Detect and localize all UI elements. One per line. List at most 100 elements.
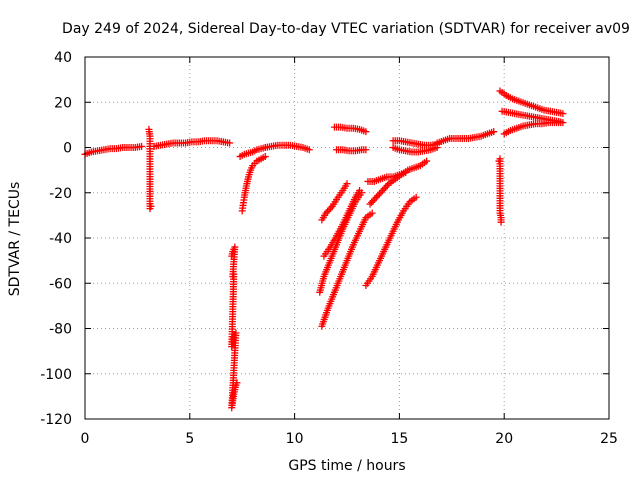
y-tick-label: 20 (54, 95, 72, 111)
data-point-trace (406, 139, 414, 147)
data-point-trace (475, 133, 483, 141)
data-point-trace (469, 134, 477, 142)
series-rise-e (362, 193, 420, 290)
y-tick-label: -60 (49, 276, 72, 292)
data-point-trace (392, 220, 400, 228)
series-rise-c (316, 189, 366, 296)
series-dip-15-17h (389, 144, 441, 156)
data-point-trace (519, 99, 527, 107)
data-point-trace (437, 137, 445, 145)
data-point-trace (368, 198, 376, 206)
data-point-trace (342, 182, 350, 190)
data-point-trace (551, 108, 559, 116)
data-point-trace (511, 125, 519, 133)
data-point-trace (297, 143, 305, 151)
x-tick-label: 20 (495, 431, 513, 447)
x-tick-label: 25 (600, 431, 618, 447)
series-lower-20-23h (500, 119, 565, 138)
data-point-trace (325, 259, 333, 267)
data-point-trace (389, 177, 397, 185)
series-arc-12h (330, 123, 370, 136)
series-spike-3h (145, 125, 155, 213)
data-point-trace (557, 109, 565, 117)
data-point-trace (361, 216, 369, 224)
data-point-trace (238, 151, 246, 159)
data-point-trace (85, 149, 93, 157)
data-point-trace (412, 140, 420, 148)
chart-title: Day 249 of 2024, Sidereal Day-to-day VTE… (62, 21, 630, 37)
data-point-trace (348, 243, 356, 251)
data-point-trace (321, 211, 329, 219)
data-point-trace (265, 143, 273, 151)
data-point-trace (246, 168, 254, 176)
series-low-7.5-8.5h (236, 144, 269, 161)
data-point-trace (386, 234, 394, 242)
data-point-trace (247, 149, 255, 157)
x-tick-label: 0 (81, 431, 90, 447)
data-point-trace (408, 165, 416, 173)
data-point-trace (224, 139, 232, 147)
data-point-trace (242, 150, 250, 158)
data-point-trace (369, 197, 377, 205)
y-tick-labels: -120 -100 -80 -60 -40 -20 0 20 40 (40, 50, 72, 428)
y-tick-label: -80 (49, 322, 72, 338)
data-point-trace (331, 198, 339, 206)
x-tick-label: 15 (390, 431, 408, 447)
data-point-trace (374, 176, 382, 184)
data-point-trace (327, 204, 335, 212)
data-point-trace (410, 195, 418, 203)
data-point-trace (515, 110, 523, 118)
data-point-trace (319, 275, 327, 283)
data-point-trace (240, 196, 248, 204)
data-point-trace (380, 185, 388, 193)
data-point-trace (381, 174, 389, 182)
data-point-trace (336, 275, 344, 283)
data-point-trace (414, 162, 422, 170)
data-point (366, 200, 374, 208)
series-rise-d (318, 209, 376, 330)
y-tick-label: -120 (40, 412, 72, 428)
data-point-trace (323, 306, 331, 314)
y-tick-label: 40 (54, 50, 72, 66)
data-point-trace (259, 154, 267, 162)
data-point-trace (350, 200, 358, 208)
series-mid-8.5-10.5h (261, 141, 313, 154)
axis-ticks (84, 56, 610, 420)
data-point-trace (244, 175, 252, 183)
data-point-trace (217, 137, 225, 145)
data-point-trace (555, 119, 563, 127)
data-point-trace (161, 140, 169, 148)
data-point-trace (506, 94, 514, 102)
data-point-trace (325, 206, 333, 214)
data-point-trace (325, 245, 333, 253)
data-point-trace (330, 291, 338, 299)
data-point-trace (91, 147, 99, 155)
data-point-trace (538, 105, 546, 113)
data-point-trace (421, 159, 429, 167)
data-point-trace (500, 90, 508, 98)
data-point-trace (230, 388, 238, 396)
series-recovery-7.5h (238, 153, 269, 215)
series-ramp-17-20h (433, 128, 498, 147)
data-point-trace (367, 275, 375, 283)
series-dive-7h (228, 243, 241, 412)
data-point-trace (353, 125, 361, 133)
data-point-trace (366, 211, 374, 219)
data-point-trace (355, 229, 363, 237)
data-point-trace (248, 164, 256, 172)
data-point-trace (371, 195, 379, 203)
data-point-trace (393, 145, 401, 153)
data-point-trace (360, 127, 368, 135)
data-point-trace (444, 135, 452, 143)
data-point-trace (373, 261, 381, 269)
data-point-trace (488, 128, 496, 136)
series-flat-12.5h (333, 146, 370, 155)
data-point-trace (337, 189, 345, 197)
data-point-trace (291, 142, 299, 150)
y-tick-label: -40 (49, 231, 72, 247)
data-point-trace (521, 111, 529, 119)
data-point-trace (517, 123, 525, 131)
x-tick-label: 10 (286, 431, 304, 447)
data-point-trace (380, 248, 388, 256)
grid-lines (85, 57, 609, 419)
